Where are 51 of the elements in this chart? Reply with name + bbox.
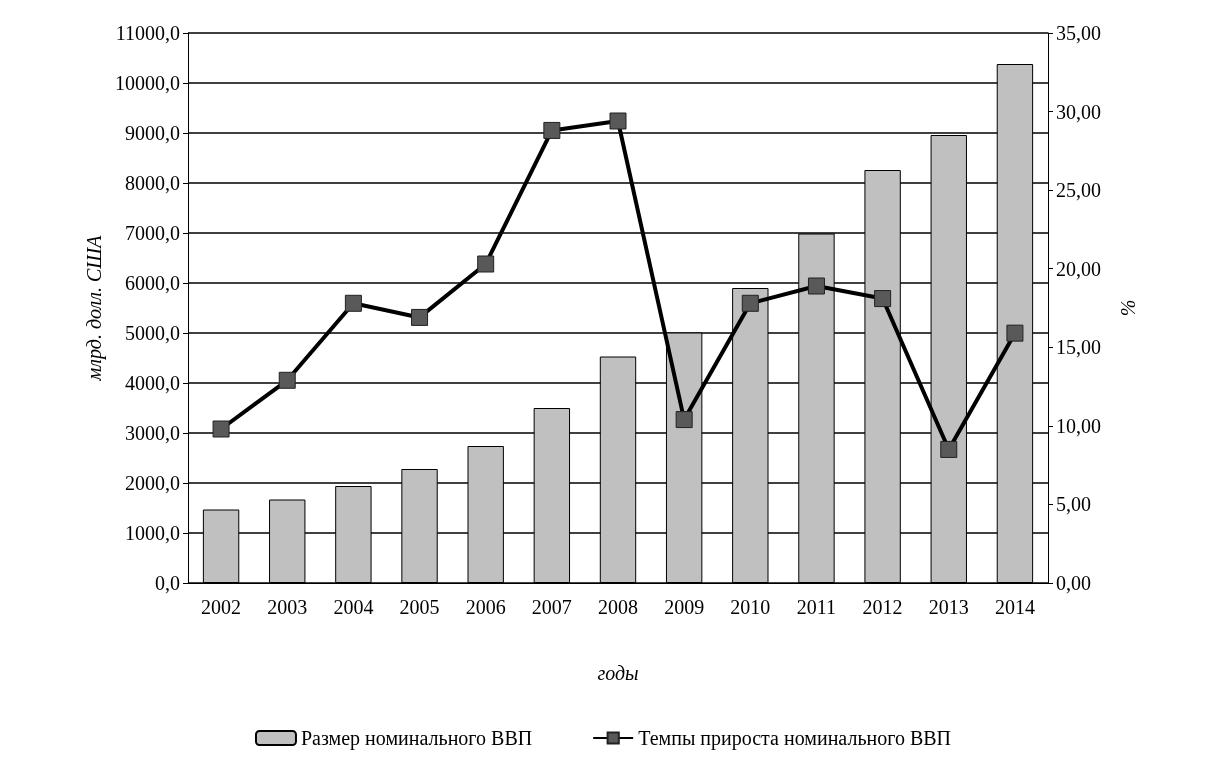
x-tick-label: 2006	[465, 596, 506, 618]
y2-tick-label: 30,00	[1056, 100, 1101, 123]
point	[477, 255, 495, 273]
y-tick-label: 5000,0	[125, 322, 180, 344]
x-tick-label: 2012	[862, 596, 903, 618]
y2-tick-label: 10,00	[1056, 414, 1101, 437]
y2-tick-label: 20,00	[1056, 257, 1101, 280]
y2-tick-label: 25,00	[1056, 179, 1101, 202]
y2-tick-label: 15,00	[1056, 336, 1101, 359]
x-tick-label: 2010	[730, 596, 771, 618]
point	[212, 420, 230, 438]
point	[543, 121, 561, 139]
point	[278, 371, 296, 389]
y-tick-label: 9000,0	[125, 122, 180, 144]
y2-tick-label: 35,00	[1056, 22, 1101, 44]
y-axis-title: млрд. долл. США	[83, 234, 107, 382]
y-tick-label: 11000,0	[115, 22, 180, 44]
x-tick-label: 2009	[664, 596, 705, 618]
point	[675, 411, 693, 429]
x-tick-label: 2008	[598, 596, 638, 618]
y-tick-label: 6000,0	[125, 272, 180, 294]
x-tick-label: 2002	[201, 596, 242, 618]
y-tick-label: 10000,0	[115, 72, 180, 94]
y-tick-label: 8000,0	[125, 172, 180, 194]
x-tick-label: 2014	[994, 596, 1035, 618]
x-tick-label: 2005	[399, 596, 440, 618]
y-tick-label: 3000,0	[125, 422, 180, 444]
x-tick-label: 2013	[928, 596, 969, 618]
y-tick-label: 1000,0	[125, 522, 180, 544]
y-tick-label: 2000,0	[125, 472, 180, 494]
x-tick-label: 2003	[267, 596, 308, 618]
point	[807, 277, 825, 295]
point	[940, 440, 958, 458]
legend-label: Темпы прироста номинального ВВП	[638, 727, 952, 750]
point	[609, 112, 627, 130]
y2-tick-label: 0,00	[1056, 572, 1091, 594]
point	[1006, 324, 1024, 342]
x-tick-label: 2007	[531, 596, 572, 618]
point	[874, 290, 892, 308]
legend-label: Размер номинального ВВП	[300, 727, 533, 750]
x-axis-title: годы	[597, 662, 639, 684]
point	[741, 294, 759, 312]
point	[344, 294, 362, 312]
y-tick-label: 4000,0	[125, 372, 180, 394]
y-tick-label: 0,0	[155, 572, 180, 594]
y2-tick-label: 5,00	[1056, 493, 1091, 516]
x-tick-label: 2004	[333, 596, 374, 618]
y2-axis-title: %	[1117, 299, 1139, 317]
x-tick-label: 2011	[796, 596, 837, 618]
point	[411, 308, 429, 326]
y-tick-label: 7000,0	[125, 222, 180, 244]
